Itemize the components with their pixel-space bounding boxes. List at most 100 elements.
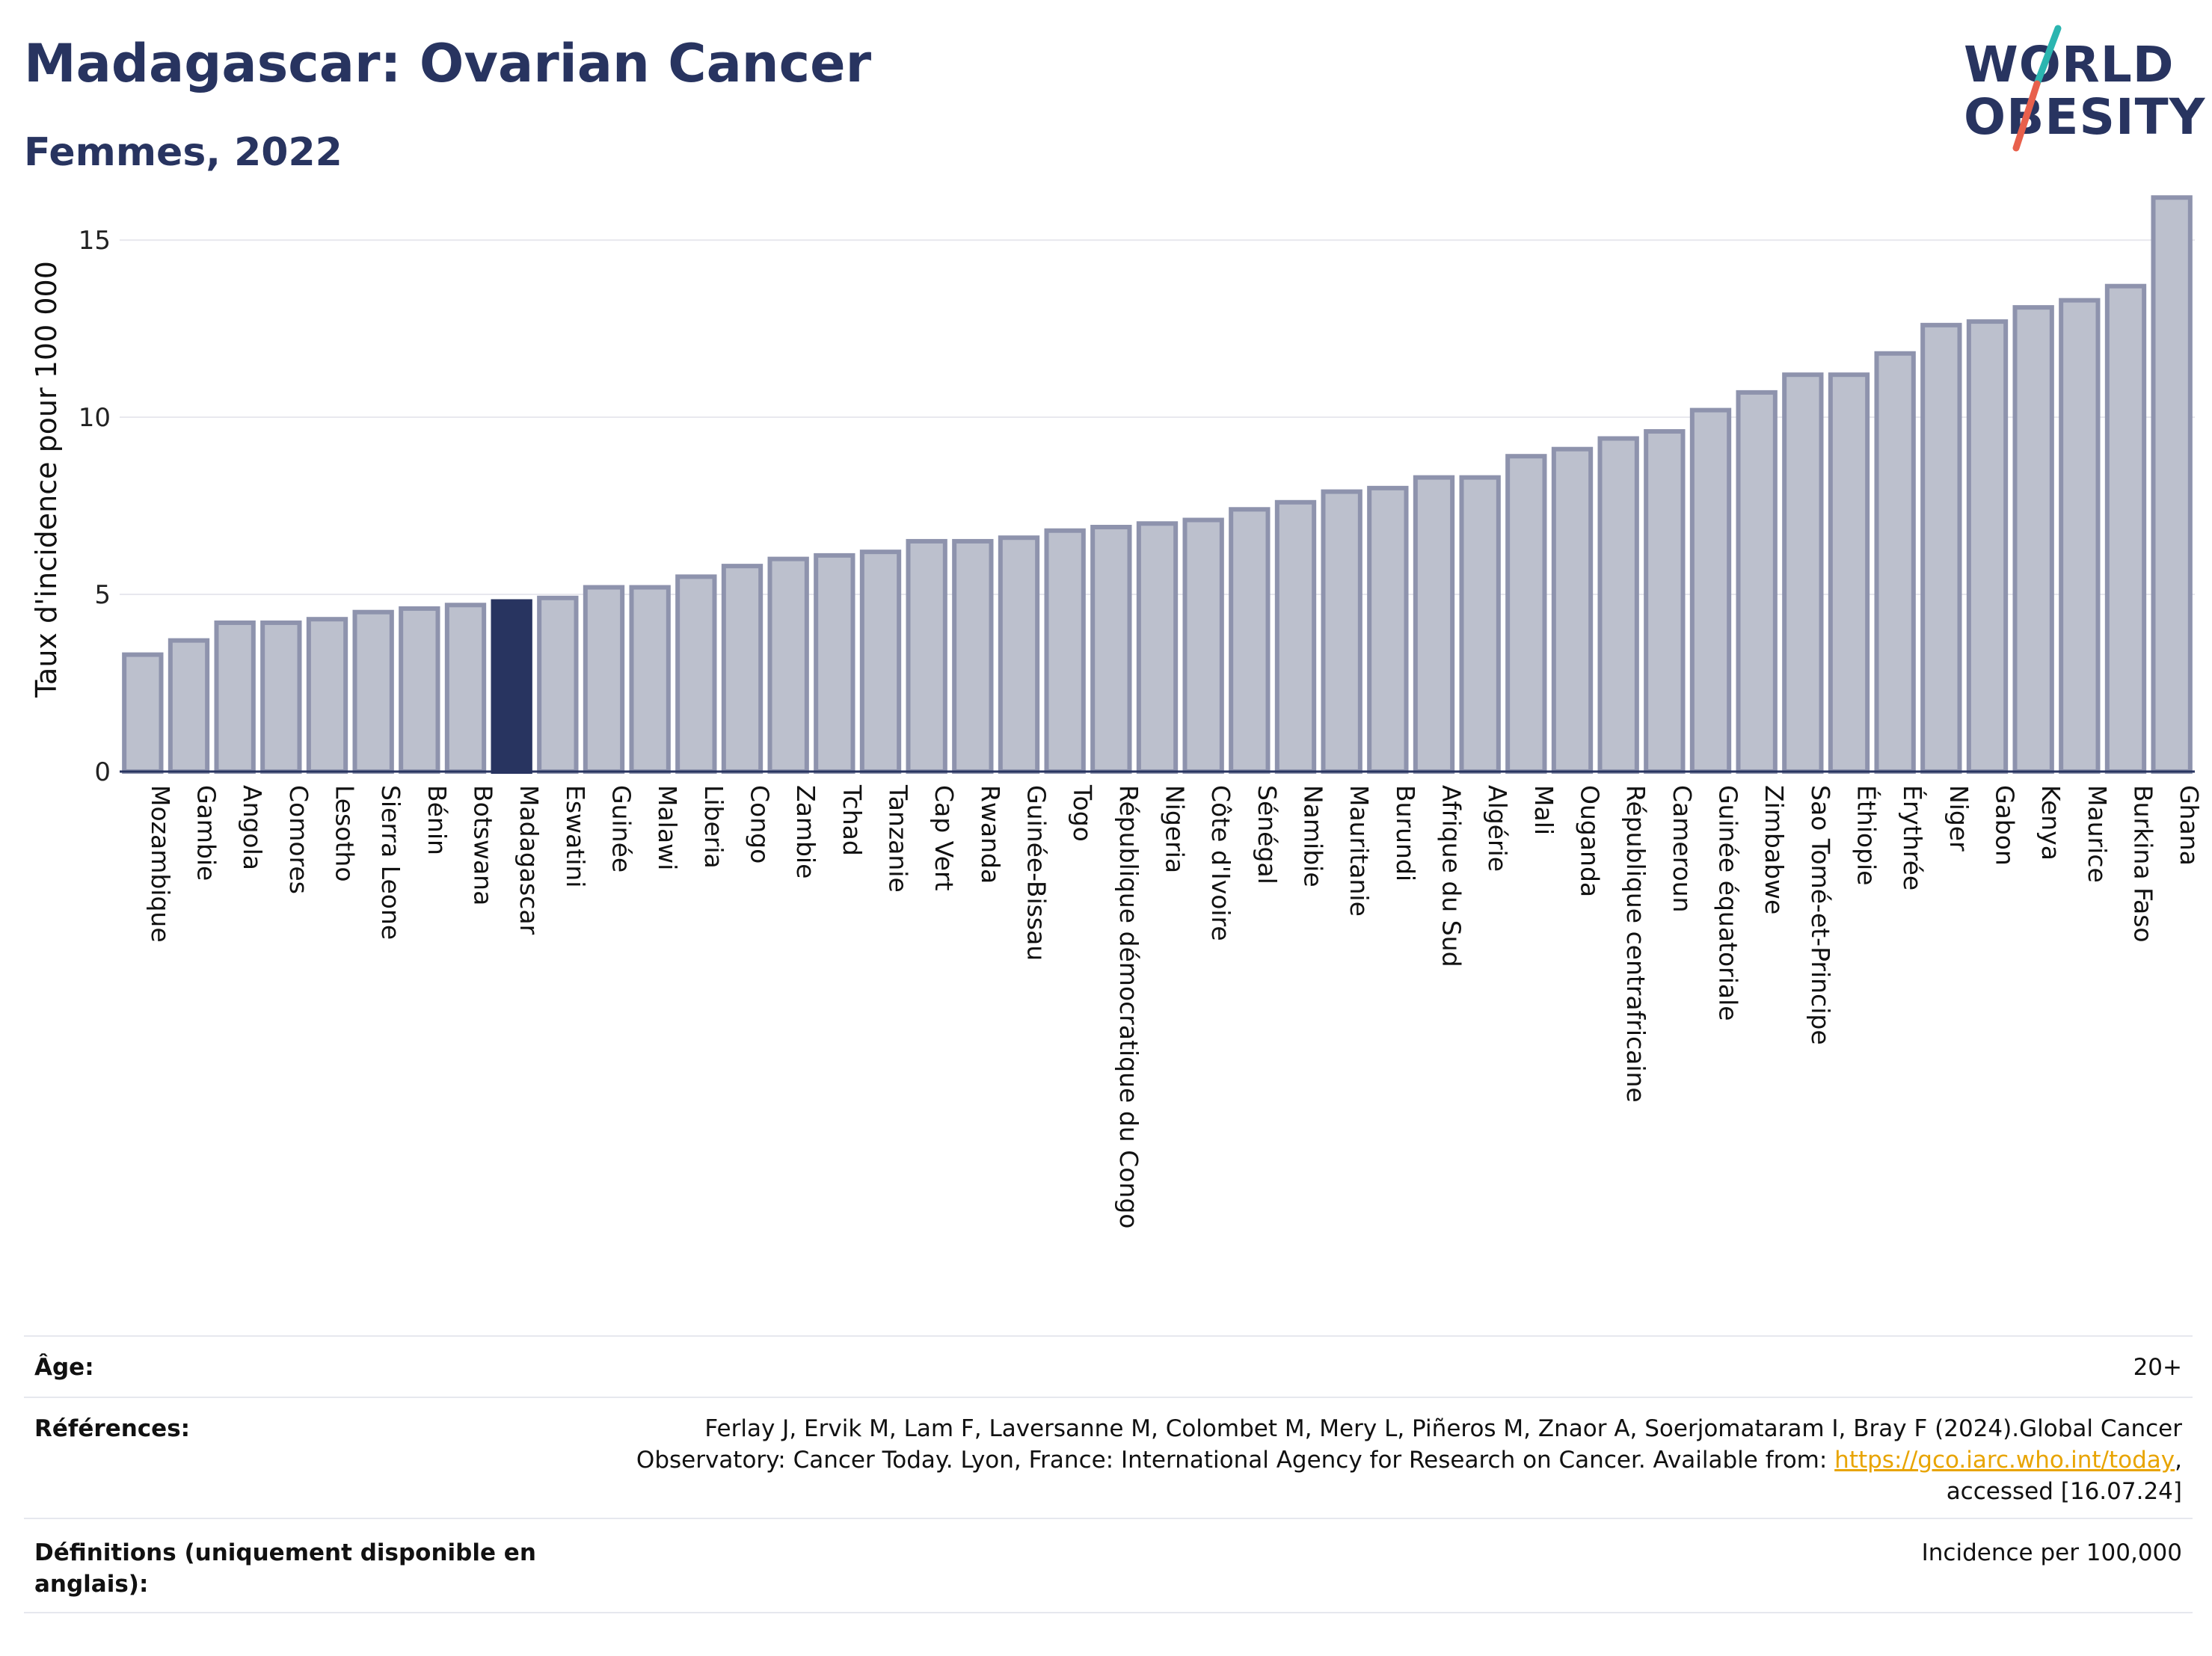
bar-maurice [2059,298,2101,775]
page-subtitle: Femmes, 2022 [24,130,342,175]
logo-word-world: WORLD [1964,36,2175,93]
bar-sierra-leone [352,609,394,775]
x-tick-label: Ghana [2175,785,2204,866]
bar-b-nin [399,606,440,774]
x-tick-label: Madagascar [514,785,544,935]
bar-zambie [767,556,809,774]
bar-cameroun [1644,429,1686,774]
bar-rwanda [952,538,994,774]
x-tick-label: Zambie [791,785,820,878]
x-tick-label: Guinée-Bissau [1022,785,1051,961]
footer-row-references: Références: Ferlay J, Ervik M, Lam F, La… [24,1397,2193,1519]
x-tick-label: Ouganda [1576,785,1605,897]
bar-sao-tom-et-principe [1782,372,1824,774]
bar-cap-vert [906,538,947,774]
x-tick-label: Algérie [1483,785,1512,872]
bar-burkina-faso [2104,283,2147,775]
x-tick-label: Mozambique [146,785,175,943]
bar-gambie [168,638,210,774]
x-tick-label: Afrique du Sud [1437,785,1466,967]
definitions-label-line-2: anglais): [34,1571,149,1598]
x-tick-label: Guinée [607,785,636,872]
x-tick-labels: Mozambique Gambie Angola Comores Lesotho Sier… [146,784,2204,1228]
x-tick-label: Guinée équatoriale [1714,785,1743,1021]
bar-ouganda [1551,446,1594,774]
footer-bottom-rule [24,1612,2193,1613]
x-tick-label: Mali [1529,785,1558,835]
bar-mauritanie [1321,489,1362,774]
x-tick-label: Zimbabwe [1760,785,1789,914]
bar-burundi [1367,485,1409,774]
y-tick-labels: 0 5 10 15 [79,226,111,787]
bar-eswatini [537,595,579,775]
bar-niger [1920,322,1962,774]
x-tick-label: Éthiopie [1852,785,1882,885]
x-tick-label: Rwanda [976,785,1005,884]
y-tick-label: 5 [94,580,111,610]
bar-ghana [2151,195,2193,774]
x-tick-label: Togo [1068,784,1097,842]
definitions-label: Définitions (uniquement disponible en an… [34,1537,536,1600]
x-tick-label: Namibie [1299,785,1328,887]
page-title: Madagascar: Ovarian Cancer [24,33,872,94]
x-tick-label: Tchad [838,784,867,856]
bar-chart: 0 5 10 15 Mozambique Gambie Angola Comores Leso… [30,195,2204,1228]
references-line-2: Observatory: Cancer Today. Lyon, France:… [387,1444,2182,1476]
x-tick-label: Comores [284,785,313,894]
x-tick-label: Bénin [423,785,452,855]
x-tick-label: Kenya [2036,785,2065,861]
x-tick-label: Sierra Leone [376,785,405,940]
bar-angola [214,620,256,774]
y-tick-label: 15 [79,226,111,256]
bar--rythr-e [1874,351,1916,774]
references-line-2-prefix: Observatory: Cancer Today. Lyon, France:… [636,1447,1835,1474]
bar-namibie [1274,499,1317,774]
x-tick-label: Botswana [469,785,498,905]
bar-r-publique-d-mocratique-du-congo [1090,524,1132,774]
x-tick-label: Eswatini [561,785,590,887]
references-link[interactable]: https://gco.iarc.who.int/today [1834,1447,2175,1474]
y-tick-label: 10 [79,403,111,433]
bar-gabon [1966,319,2009,774]
age-label: Âge: [34,1354,94,1381]
bar-c-te-d-ivoire [1182,517,1224,774]
bar-botswana [444,603,487,774]
bar-mozambique [122,652,164,774]
x-tick-label: Niger [1944,785,1973,852]
age-value: 20+ [2133,1354,2182,1381]
x-tick-label: Sao Tomé-et-Principe [1806,785,1835,1045]
bar-zimbabwe [1736,390,1778,774]
bar-liberia [675,574,717,774]
x-tick-label: Burkina Faso [2129,785,2158,943]
bar-guin-e-bissau [998,535,1040,774]
bar-malawi [629,585,671,774]
x-tick-label: Tanzanie [884,784,913,893]
bar-alg-rie [1459,475,1501,774]
bar--thiopie [1828,372,1870,774]
y-tick-label: 0 [94,757,111,787]
x-tick-label: Lesotho [331,785,360,882]
bar-togo [1044,528,1086,774]
references-line-2-suffix: , [2175,1447,2182,1474]
bar-madagascar [491,599,532,774]
definitions-label-line-1: Définitions (uniquement disponible en [34,1539,536,1566]
x-tick-label: Érythrée [1898,785,1928,890]
bar-lesotho [306,617,348,774]
bar-guin-e-quatoriale [1689,407,1732,774]
x-tick-label: Maurice [2083,785,2112,883]
footer-row-definitions: Définitions (uniquement disponible en an… [24,1518,2193,1613]
world-obesity-logo: WORLD OBESITY [1944,22,2205,157]
bar-guin-e [583,585,625,774]
x-tick-label: Côte d'Ivoire [1206,785,1235,941]
x-tick-label: Cap Vert [930,785,959,891]
x-tick-label: Angola [238,785,267,870]
y-axis-label: Taux d'incidence pour 100 000 [30,261,63,698]
references-line-1: Ferlay J, Ervik M, Lam F, Laversanne M, … [704,1415,2182,1442]
definitions-value: Incidence per 100,000 [1921,1539,2182,1566]
logo-slash-icon [2012,25,2062,152]
bar-nigeria [1136,521,1179,774]
references-label: Références: [34,1415,191,1442]
bar-congo [721,564,764,775]
x-tick-label: Burundi [1391,785,1420,881]
x-tick-label: Malawi [653,785,682,870]
